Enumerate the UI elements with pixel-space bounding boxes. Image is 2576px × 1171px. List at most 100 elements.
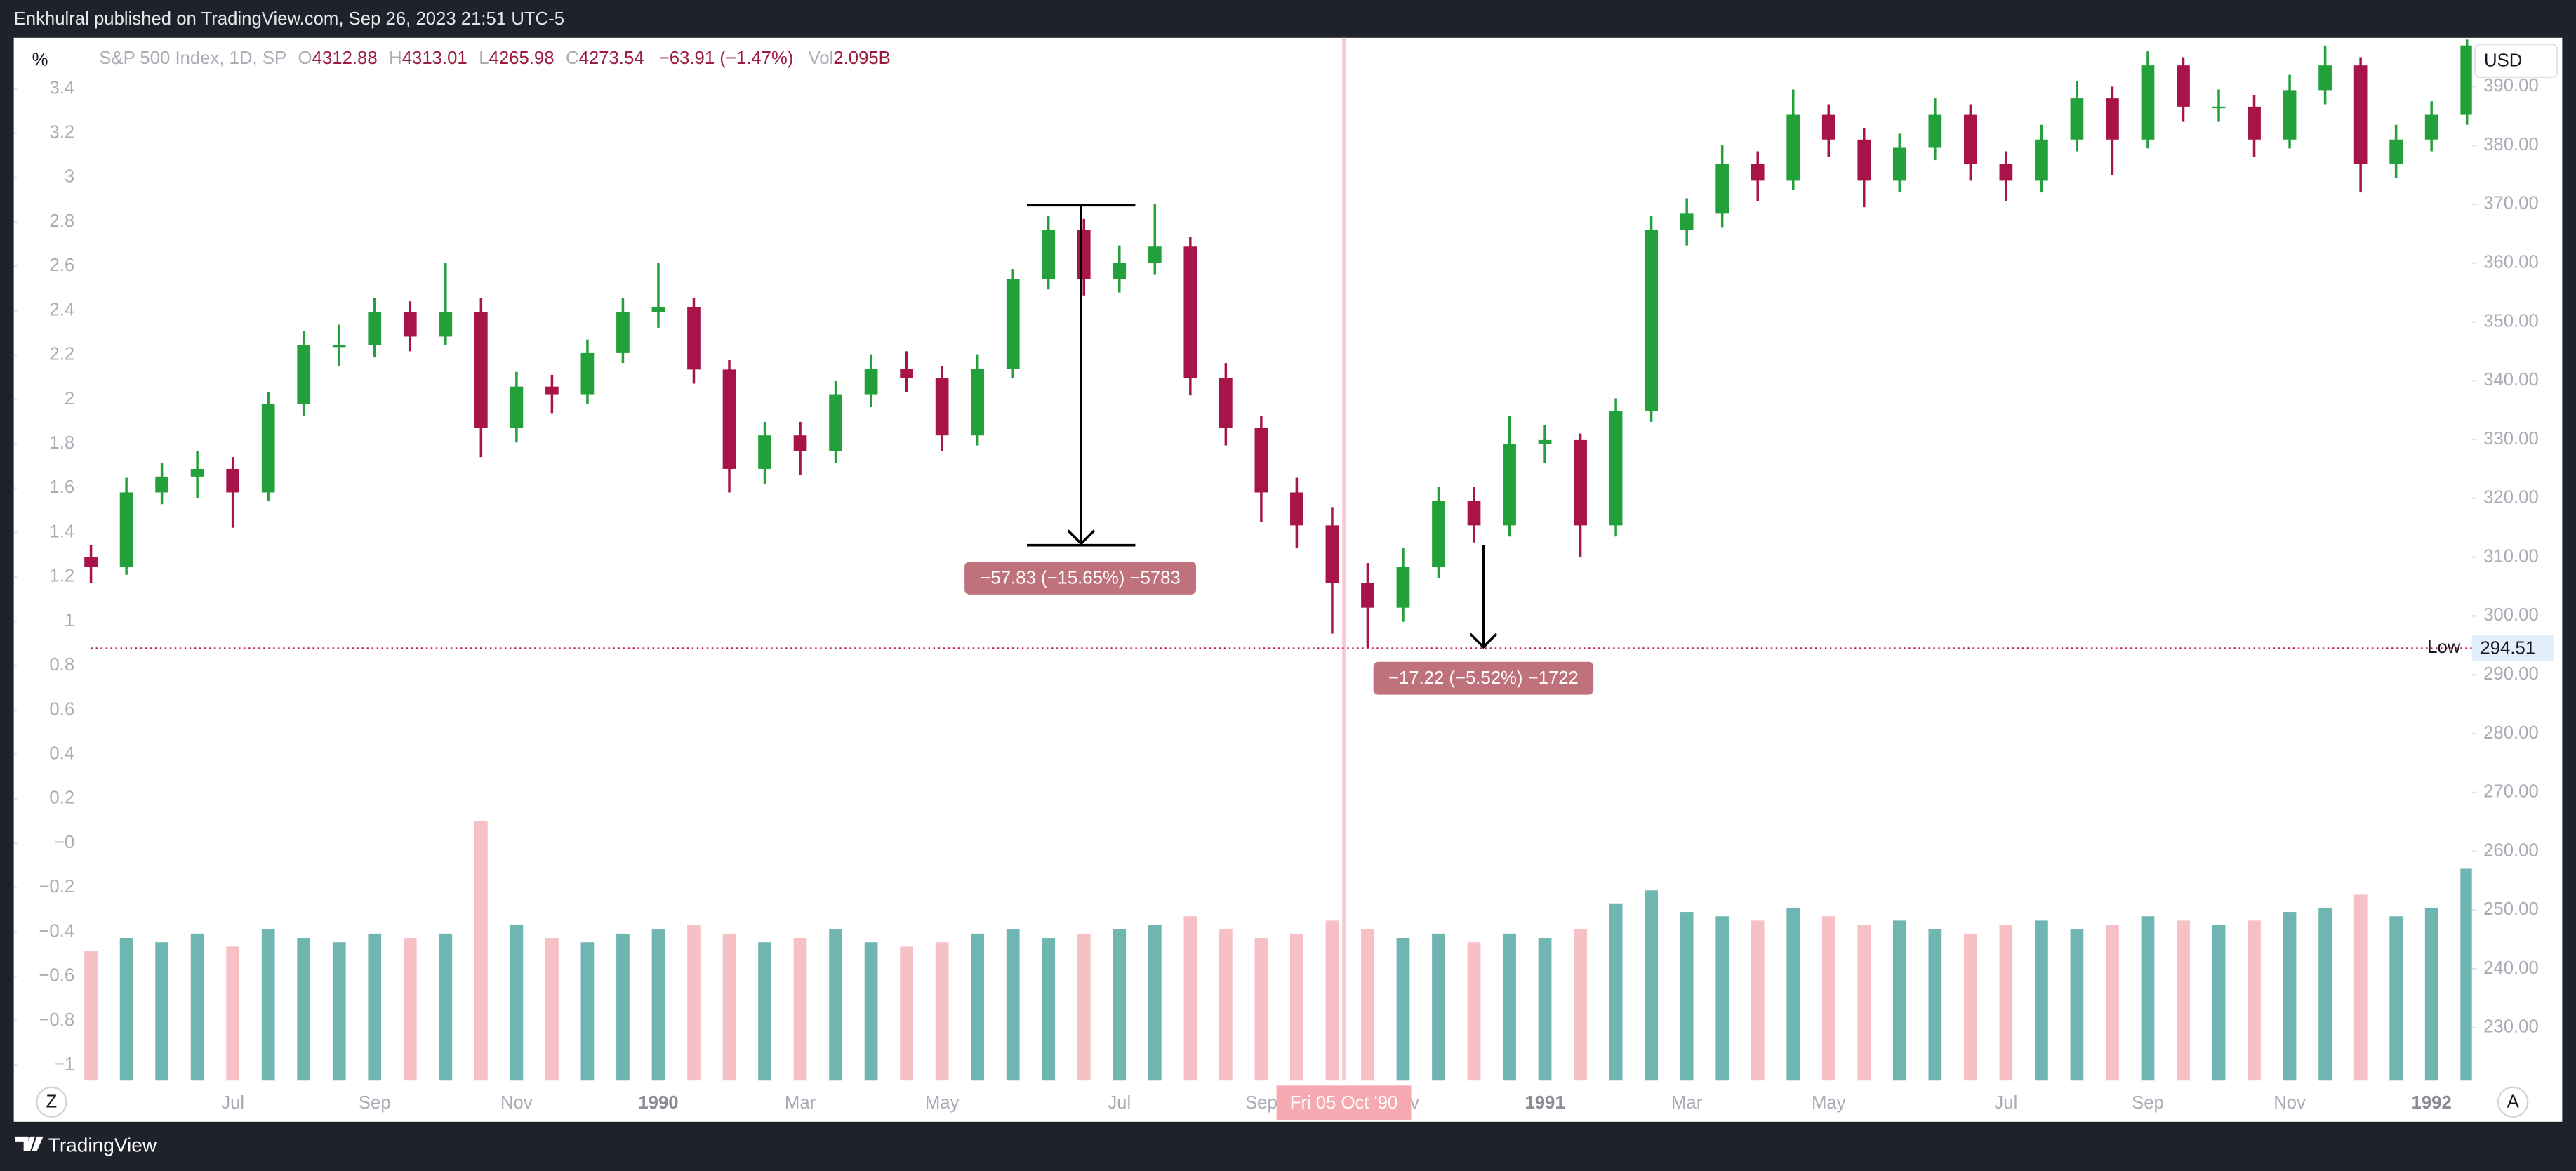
candle-body: [1715, 164, 1729, 214]
candle-body: [793, 435, 807, 451]
y-tick-label: 350.00: [2483, 311, 2539, 331]
candle-body: [1751, 164, 1765, 181]
volume-bar: [1786, 907, 1800, 1081]
candle-body: [1821, 114, 1835, 140]
volume-bar: [2141, 916, 2155, 1081]
volume-bar: [1361, 929, 1374, 1081]
legend-value: 2.095B: [833, 48, 891, 68]
y2-tick-label: 2.2: [49, 345, 74, 364]
volume-bar: [900, 946, 913, 1081]
candle-body: [1396, 567, 1410, 608]
y2-tick-label: −0.6: [39, 966, 74, 986]
y-tick-label: 280.00: [2483, 723, 2539, 743]
x-tick-label: Sep: [1245, 1093, 1277, 1113]
legend-value: 4273.54: [579, 48, 644, 68]
y-tick-label: 260.00: [2483, 840, 2539, 860]
y-tick-label: 290.00: [2483, 664, 2539, 684]
volume-bar: [864, 942, 878, 1081]
auto-button-label[interactable]: A: [2507, 1092, 2520, 1112]
candle-body: [1928, 114, 1942, 148]
legend-value: 4312.88: [312, 48, 378, 68]
x-tick-label: Jul: [1108, 1093, 1131, 1113]
candle-body: [1680, 213, 1694, 230]
volume-bar: [616, 933, 630, 1081]
volume-bar: [1751, 920, 1765, 1081]
volume-bar: [1574, 929, 1587, 1081]
volume-bar: [1928, 929, 1942, 1081]
measure-label: −17.22 (−5.52%) −1722: [1388, 668, 1579, 688]
candle-body: [2035, 139, 2048, 181]
currency-button-label[interactable]: USD: [2484, 51, 2522, 71]
legend-key: C: [566, 48, 579, 68]
candle-body: [439, 312, 453, 337]
y-tick-label: 370.00: [2483, 194, 2539, 213]
volume-bar: [297, 938, 311, 1081]
volume-bar: [1254, 938, 1268, 1081]
candle-body: [1609, 411, 1623, 526]
measure-label-box: [1373, 661, 1594, 695]
volume-bar: [2389, 916, 2403, 1081]
volume-bar: [403, 938, 417, 1081]
y2-tick-label: 1.2: [49, 567, 74, 586]
candle-body: [332, 345, 346, 348]
volume-bar: [84, 951, 98, 1081]
legend-key: O: [298, 48, 312, 68]
x-tick-label: 1991: [1525, 1093, 1565, 1113]
volume-bar: [722, 933, 736, 1081]
candle-body: [1006, 279, 1020, 369]
zoom-button[interactable]: [36, 1086, 67, 1118]
candle-body: [190, 468, 204, 477]
candle-body: [2141, 65, 2155, 140]
zoom-button-label[interactable]: Z: [46, 1092, 58, 1112]
legend-key: Vol: [809, 48, 834, 68]
volume-bar: [2035, 920, 2048, 1081]
y2-tick-label: 2.6: [49, 256, 74, 275]
y-tick-label: 300.00: [2483, 605, 2539, 625]
percent-button[interactable]: [17, 44, 63, 76]
y2-tick-label: −0.2: [39, 877, 74, 897]
legend-value: 4313.01: [402, 48, 467, 68]
candle-body: [1183, 246, 1197, 378]
volume-bar: [1963, 933, 1977, 1081]
candle-body: [2106, 98, 2119, 140]
volume-bar: [261, 929, 275, 1081]
candle-body: [1113, 263, 1127, 279]
volume-bar: [2283, 912, 2297, 1081]
percent-button-label[interactable]: %: [32, 50, 48, 70]
volume-bar: [1396, 938, 1410, 1081]
candle-body: [261, 404, 275, 493]
measure-label-box: [964, 562, 1196, 595]
low-label: Low: [2427, 637, 2461, 657]
x-tick-label: May: [1812, 1093, 1846, 1113]
low-value-box: [2471, 635, 2554, 662]
arrow-head: [1469, 633, 1498, 649]
volume-bar: [1113, 929, 1127, 1081]
candle-body: [2389, 139, 2403, 164]
y-tick-label: 230.00: [2483, 1017, 2539, 1037]
legend-symbol: S&P 500 Index, 1D, SP: [99, 48, 286, 68]
axes-layer: 230.00 240.00 250.00 260.00 270.00 280.00 290.…: [13, 76, 2539, 1113]
low-layer: Low 294.51: [91, 635, 2554, 662]
y2-tick-label: 1: [65, 611, 74, 630]
candle-body: [1361, 583, 1374, 608]
y2-tick-label: 2: [65, 389, 74, 409]
legend-value: 4265.98: [489, 48, 555, 68]
currency-button[interactable]: [2474, 43, 2558, 79]
auto-button[interactable]: [2497, 1086, 2529, 1118]
y2-tick-label: 3.2: [49, 123, 74, 143]
candle-body: [1077, 230, 1091, 279]
candle-body: [2318, 65, 2332, 91]
volume-bar: [687, 925, 701, 1081]
volume-layer: [84, 821, 2472, 1081]
candle-body: [1786, 114, 1800, 181]
candle-body: [2353, 65, 2368, 164]
candle-body: [616, 312, 630, 353]
x-tick-label: 1992: [2412, 1093, 2452, 1113]
measure-annotation: −57.83 (−15.65%) −5783: [964, 204, 1196, 595]
volume-bar: [155, 942, 168, 1081]
y-tick-label: 380.00: [2483, 135, 2539, 154]
candle-body: [2212, 106, 2226, 109]
y2-tick-label: −1: [54, 1054, 74, 1074]
candle-body: [1042, 230, 1056, 279]
candle-body: [510, 386, 524, 428]
